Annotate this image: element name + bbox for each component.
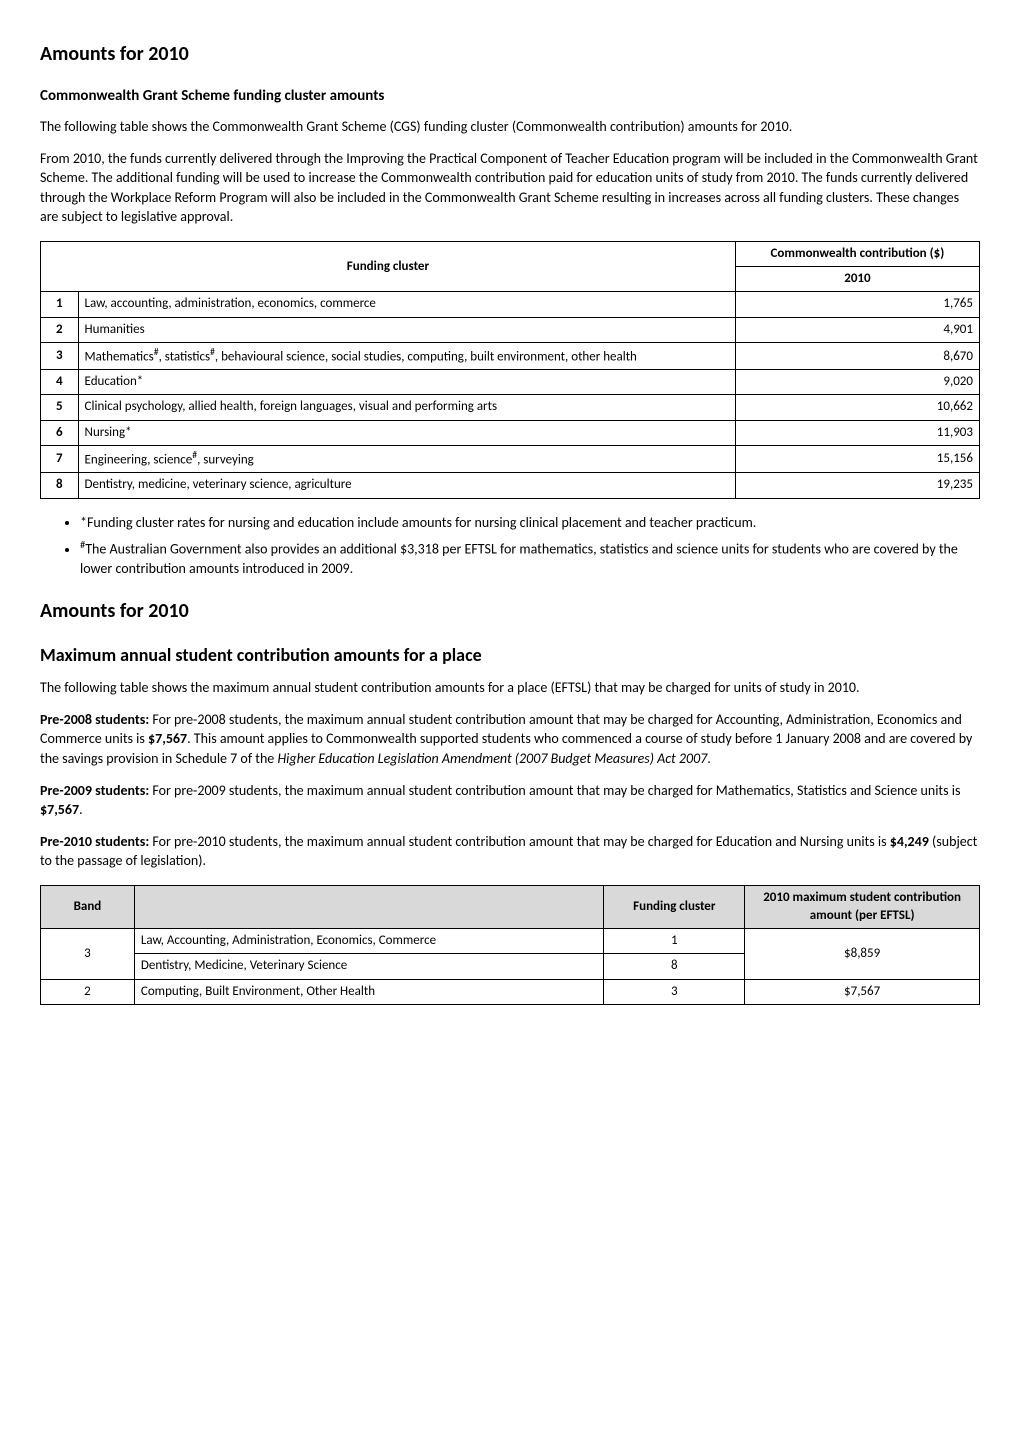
table1-hdr-funding-cluster: Funding cluster	[41, 241, 736, 291]
table2-hdr-band: Band	[41, 885, 135, 928]
table1-hdr-commonwealth: Commonwealth contribution ($)	[735, 241, 979, 266]
page-title-1: Amounts for 2010	[40, 40, 980, 68]
table2-hdr-funding-cluster: Funding cluster	[604, 885, 745, 928]
table1-row5-desc: Clinical psychology, allied health, fore…	[78, 395, 735, 420]
table1-row8-desc: Dentistry, medicine, veterinary science,…	[78, 473, 735, 498]
pre2008-paragraph: Pre-2008 students: For pre-2008 students…	[40, 710, 980, 769]
footnote-hash: #The Australian Government also provides…	[80, 538, 980, 579]
table2-row1-amount: $8,859	[745, 929, 980, 979]
section2-p1: The following table shows the maximum an…	[40, 678, 980, 698]
table1-row4-desc: Education*	[78, 370, 735, 395]
table1-row3-val: 8,670	[735, 342, 979, 370]
table1-row5-n: 5	[56, 399, 63, 414]
table2-row3-band: 2	[41, 979, 135, 1004]
pre2009-label: Pre-2009 students:	[40, 782, 149, 799]
page-title-2: Amounts for 2010	[40, 597, 980, 625]
funding-cluster-table: Funding cluster Commonwealth contributio…	[40, 241, 980, 499]
table2-row1-desc: Law, Accounting, Administration, Economi…	[134, 929, 604, 954]
table2-hdr-max-contrib: 2010 maximum student contribution amount…	[745, 885, 980, 928]
table2-hdr-blank	[134, 885, 604, 928]
table1-row6-desc: Nursing*	[78, 420, 735, 445]
table2-row2-desc: Dentistry, Medicine, Veterinary Science	[134, 954, 604, 979]
table1-hdr-year: 2010	[735, 267, 979, 292]
section1-p1: The following table shows the Commonweal…	[40, 117, 980, 137]
table1-row7-n: 7	[56, 451, 63, 466]
table1-footnotes: *Funding cluster rates for nursing and e…	[40, 513, 980, 579]
table1-row8-val: 19,235	[735, 473, 979, 498]
table1-row4-n: 4	[56, 374, 63, 389]
table1-row8-n: 8	[56, 477, 63, 492]
table1-row3-n: 3	[56, 348, 63, 363]
table2-row3-desc: Computing, Built Environment, Other Heal…	[134, 979, 604, 1004]
table1-row2-desc: Humanities	[78, 317, 735, 342]
table1-row3-desc: Mathematics#, statistics#, behavioural s…	[78, 342, 735, 370]
table1-row7-desc: Engineering, science#, surveying	[78, 445, 735, 473]
table1-row5-val: 10,662	[735, 395, 979, 420]
section2-subheading: Maximum annual student contribution amou…	[40, 643, 980, 668]
section1-p2: From 2010, the funds currently delivered…	[40, 149, 980, 227]
student-contribution-table: Band Funding cluster 2010 maximum studen…	[40, 885, 980, 1005]
pre2009-paragraph: Pre-2009 students: For pre-2009 students…	[40, 781, 980, 820]
table2-row3-cluster: 3	[604, 979, 745, 1004]
footnote-asterisk: *Funding cluster rates for nursing and e…	[80, 513, 980, 533]
table1-row7-val: 15,156	[735, 445, 979, 473]
table1-row6-n: 6	[56, 425, 63, 440]
table1-row2-n: 2	[56, 322, 63, 337]
pre2010-label: Pre-2010 students:	[40, 833, 149, 850]
table2-row1-cluster: 1	[604, 929, 745, 954]
table2-row1-band: 3	[41, 929, 135, 979]
table2-row3-amount: $7,567	[745, 979, 980, 1004]
table1-row6-val: 11,903	[735, 420, 979, 445]
pre2008-label: Pre-2008 students:	[40, 711, 149, 728]
pre2010-paragraph: Pre-2010 students: For pre-2010 students…	[40, 832, 980, 871]
table1-row1-val: 1,765	[735, 292, 979, 317]
table2-row2-cluster: 8	[604, 954, 745, 979]
table1-row1-desc: Law, accounting, administration, economi…	[78, 292, 735, 317]
table1-row1-n: 1	[56, 296, 63, 311]
table1-row4-val: 9,020	[735, 370, 979, 395]
section1-subheading: Commonwealth Grant Scheme funding cluste…	[40, 86, 980, 107]
table1-row2-val: 4,901	[735, 317, 979, 342]
